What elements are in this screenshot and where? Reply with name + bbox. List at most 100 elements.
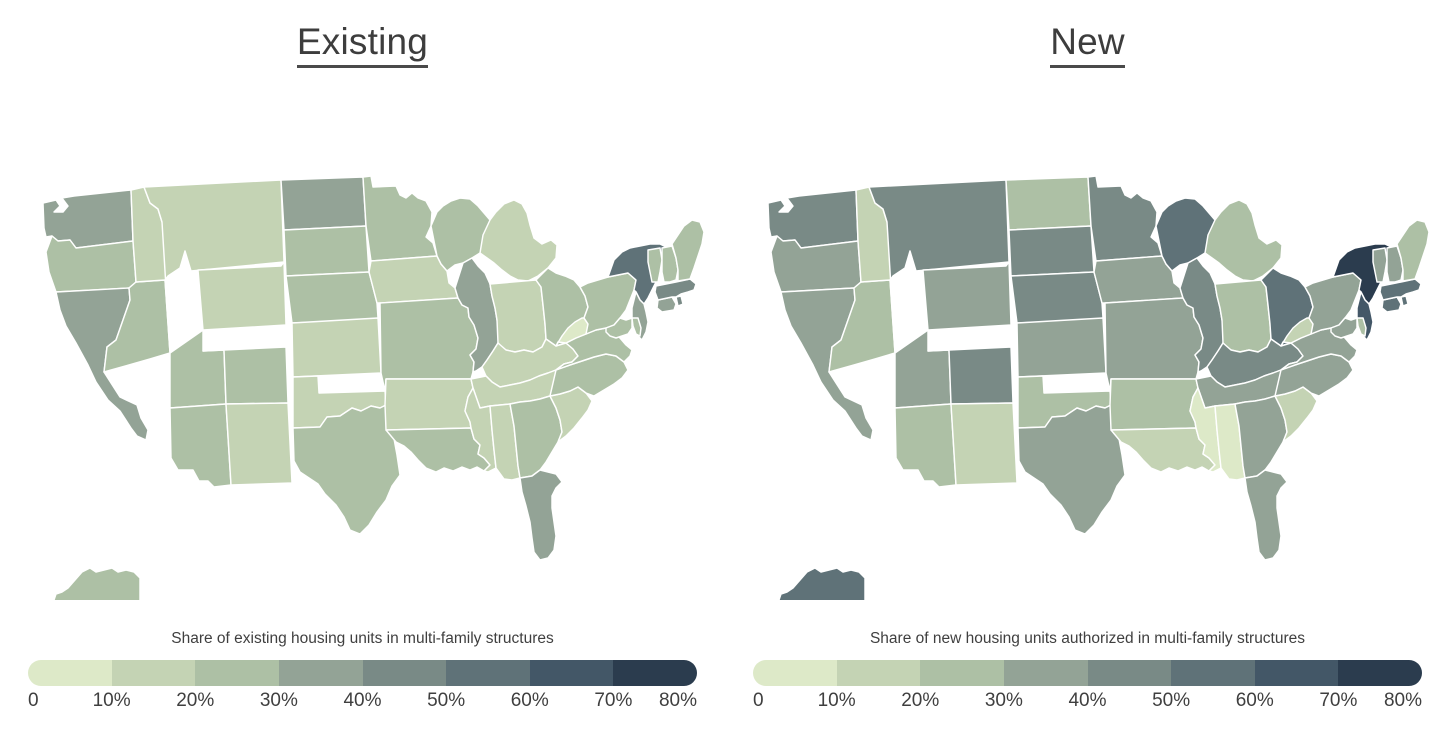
state-mi[interactable]: [1204, 199, 1283, 282]
state-ar[interactable]: [384, 378, 474, 431]
legend-swatch-7: [1338, 660, 1422, 686]
state-mn[interactable]: [362, 175, 438, 262]
panel-new: New Share of new housing units authorize…: [725, 0, 1450, 750]
state-ak[interactable]: [765, 567, 897, 600]
legend-tick-5: 50%: [427, 690, 466, 711]
legend-swatch-3: [1003, 660, 1088, 686]
state-sd[interactable]: [283, 225, 370, 277]
legend-tick-1: 10%: [92, 690, 131, 711]
map-existing: [0, 140, 725, 600]
state-nd[interactable]: [1005, 176, 1092, 231]
state-ri[interactable]: [675, 295, 684, 307]
map-existing-svg: [40, 175, 705, 600]
state-me[interactable]: [671, 219, 705, 282]
state-ne[interactable]: [1010, 271, 1104, 324]
legend-swatch-0: [28, 660, 112, 686]
state-ne[interactable]: [285, 271, 379, 324]
state-ut[interactable]: [169, 329, 227, 409]
legend-swatch-3: [278, 660, 363, 686]
legend-title-existing: Share of existing housing units in multi…: [171, 630, 554, 647]
state-tx[interactable]: [292, 404, 401, 535]
legend-ticks-new: 0 10% 20% 30% 40% 50% 60% 70% 80%: [753, 690, 1422, 716]
legend-tick-7: 70%: [1319, 690, 1358, 711]
state-ma[interactable]: [654, 278, 697, 301]
state-in[interactable]: [489, 279, 547, 353]
state-wy[interactable]: [922, 261, 1012, 331]
legend-colorbar-existing: [28, 660, 697, 686]
state-az[interactable]: [894, 403, 957, 488]
legend-tick-7: 70%: [594, 690, 633, 711]
legend-swatch-4: [1087, 660, 1172, 686]
legend-tick-5: 50%: [1152, 690, 1191, 711]
legend-tick-8: 80%: [1383, 690, 1422, 711]
legend-bar-row-existing: 0 10% 20% 30% 40% 50% 60% 70% 80%: [28, 660, 697, 716]
map-new: [725, 140, 1450, 600]
legend-tick-1: 10%: [817, 690, 856, 711]
legend-bar-row-new: 0 10% 20% 30% 40% 50% 60% 70% 80%: [753, 660, 1422, 716]
panel-existing: Existing Share of existing housing units…: [0, 21, 725, 716]
legend-existing: Share of existing housing units in multi…: [0, 630, 725, 716]
state-vt[interactable]: [1372, 247, 1388, 283]
state-ks[interactable]: [291, 317, 382, 378]
legend-tick-0: 0: [28, 690, 39, 711]
legend-swatch-1: [111, 660, 196, 686]
legend-swatch-0: [753, 660, 837, 686]
state-nd[interactable]: [280, 176, 367, 231]
legend-swatch-2: [195, 660, 279, 686]
panel-title-new: New: [725, 21, 1450, 68]
state-mi[interactable]: [479, 199, 558, 282]
legend-swatch-6: [529, 660, 614, 686]
state-me[interactable]: [1396, 219, 1430, 282]
state-md[interactable]: [1330, 317, 1358, 339]
state-mo[interactable]: [379, 297, 479, 392]
state-in[interactable]: [1214, 279, 1272, 353]
legend-new: Share of new housing units authorized in…: [725, 630, 1450, 716]
legend-tick-4: 40%: [343, 690, 382, 711]
state-fl[interactable]: [519, 469, 563, 561]
legend-swatch-5: [1171, 660, 1255, 686]
state-az[interactable]: [169, 403, 232, 488]
state-nm[interactable]: [225, 402, 293, 486]
legend-swatch-6: [1254, 660, 1339, 686]
state-vt[interactable]: [647, 247, 663, 283]
legend-tick-6: 60%: [1235, 690, 1274, 711]
panel-title-existing-text: Existing: [296, 21, 429, 68]
map-new-svg: [765, 175, 1430, 600]
legend-title-new: Share of new housing units authorized in…: [869, 630, 1306, 647]
legend-tick-3: 30%: [259, 690, 298, 711]
legend-tick-0: 0: [753, 690, 764, 711]
legend-swatch-7: [613, 660, 697, 686]
panel-title-existing: Existing: [0, 21, 725, 68]
legend-swatch-4: [362, 660, 447, 686]
state-nm[interactable]: [950, 402, 1018, 486]
state-ri[interactable]: [1400, 295, 1409, 307]
legend-tick-6: 60%: [510, 690, 549, 711]
state-ga[interactable]: [509, 395, 563, 479]
state-sd[interactable]: [1008, 225, 1095, 277]
state-mo[interactable]: [1104, 297, 1204, 392]
state-de[interactable]: [1356, 317, 1367, 337]
legend-colorbar-new: [753, 660, 1422, 686]
state-ut[interactable]: [894, 329, 952, 409]
legend-swatch-5: [446, 660, 530, 686]
state-ga[interactable]: [1234, 395, 1288, 479]
state-md[interactable]: [605, 317, 633, 339]
state-tx[interactable]: [1017, 404, 1126, 535]
legend-tick-8: 80%: [658, 690, 697, 711]
panel-title-new-text: New: [1050, 21, 1125, 68]
legend-tick-2: 20%: [901, 690, 940, 711]
legend-tick-4: 40%: [1068, 690, 1107, 711]
state-de[interactable]: [631, 317, 642, 337]
state-fl[interactable]: [1244, 469, 1288, 561]
legend-ticks-existing: 0 10% 20% 30% 40% 50% 60% 70% 80%: [28, 690, 697, 716]
legend-tick-2: 20%: [176, 690, 215, 711]
state-ma[interactable]: [1379, 278, 1422, 301]
state-mn[interactable]: [1087, 175, 1163, 262]
state-ar[interactable]: [1109, 378, 1199, 431]
state-ak[interactable]: [40, 567, 172, 600]
state-ks[interactable]: [1016, 317, 1107, 378]
state-wy[interactable]: [197, 261, 287, 331]
legend-swatch-2: [920, 660, 1004, 686]
legend-tick-3: 30%: [984, 690, 1023, 711]
